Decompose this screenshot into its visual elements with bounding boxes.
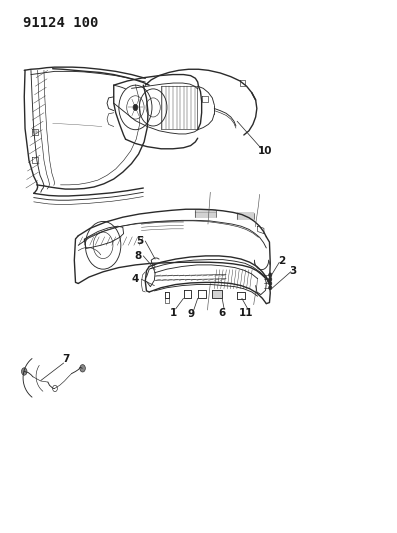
Circle shape <box>269 281 272 286</box>
Circle shape <box>133 104 138 111</box>
Circle shape <box>269 277 272 281</box>
Text: 11: 11 <box>239 308 253 318</box>
Text: 4: 4 <box>132 274 139 284</box>
Text: 91124 100: 91124 100 <box>23 16 98 30</box>
Text: 6: 6 <box>218 308 226 318</box>
Circle shape <box>80 365 85 372</box>
Text: 3: 3 <box>289 266 297 276</box>
Circle shape <box>21 368 27 375</box>
Text: 10: 10 <box>258 146 272 156</box>
Text: 9: 9 <box>188 309 195 319</box>
Circle shape <box>269 273 272 277</box>
Text: 1: 1 <box>170 308 177 318</box>
Text: 8: 8 <box>134 251 141 261</box>
Text: 7: 7 <box>63 354 70 364</box>
Circle shape <box>269 286 272 290</box>
Text: 5: 5 <box>137 236 144 246</box>
Text: 2: 2 <box>278 256 285 266</box>
